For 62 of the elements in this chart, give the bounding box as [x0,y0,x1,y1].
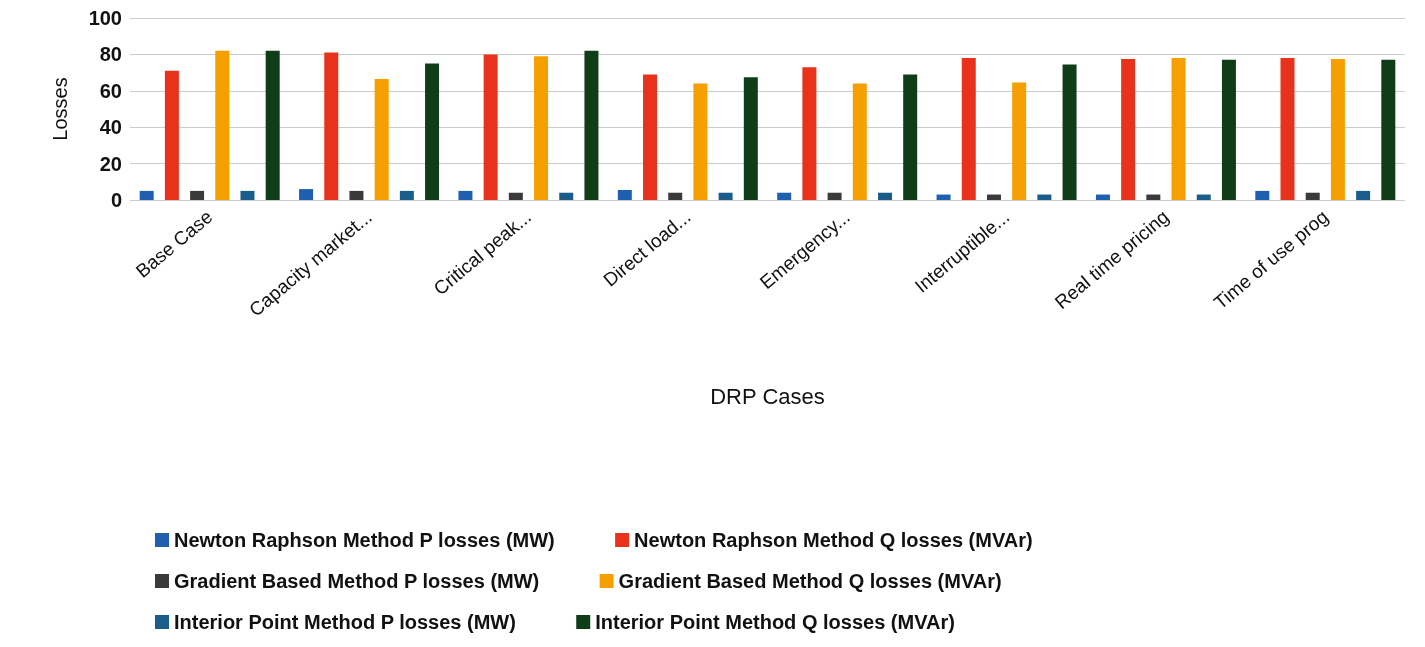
bar [164,70,179,200]
legend-label: Interior Point Method P losses (MW) [174,611,516,633]
y-tick-label: 100 [88,7,122,29]
bar [190,190,205,200]
bar [265,50,280,200]
bar [1381,59,1396,200]
bar [458,190,473,200]
y-tick-label: 60 [99,79,122,102]
bar [986,194,1001,200]
legend-label: Gradient Based Method P losses (MW) [174,570,540,592]
bar [668,192,683,200]
bar [1095,194,1110,200]
bar [1196,194,1211,200]
bar [617,189,632,200]
bar [718,192,733,200]
bar [425,63,440,200]
bar [802,67,817,200]
bar [777,192,792,200]
bar [877,192,892,200]
bar [215,50,230,200]
bar [399,190,414,200]
bar [299,189,314,200]
bar [1330,58,1345,200]
legend-label: Interior Point Method Q losses (MVAr) [595,611,955,633]
bar [827,192,842,200]
bar [349,190,364,200]
bar [852,83,867,200]
bar [374,78,389,200]
bar [483,54,498,200]
bar [1146,194,1161,200]
y-tick-label: 40 [99,116,122,139]
bar [1280,58,1295,200]
y-tick-label: 20 [99,152,122,175]
bar [1255,190,1270,200]
y-axis-title: Losses [49,77,71,141]
legend-label: Newton Raphson Method P losses (MW) [174,529,555,551]
bar [559,192,574,200]
bar [1356,190,1371,200]
bar [961,58,976,200]
bar [1062,64,1077,200]
legend-label: Newton Raphson Method Q losses (MVAr) [634,529,1033,551]
bar [903,74,918,200]
legend-label: Gradient Based Method Q losses (MVAr) [618,570,1002,592]
bar [1012,82,1027,200]
bar [1305,192,1320,200]
bar [936,194,951,200]
bar [534,56,549,200]
bar [139,190,154,200]
bar [743,77,758,200]
x-axis-title: DRP Cases [710,383,825,409]
bar [643,74,658,200]
y-tick-label: 0 [110,189,122,211]
bar [1171,58,1186,200]
bar [240,190,255,200]
bar [584,50,599,200]
bar [508,192,523,200]
bar [1037,194,1052,200]
bar [693,83,708,200]
bar [1221,59,1236,200]
y-tick-label: 80 [99,43,122,66]
bar [1121,58,1136,200]
bar [324,52,339,200]
